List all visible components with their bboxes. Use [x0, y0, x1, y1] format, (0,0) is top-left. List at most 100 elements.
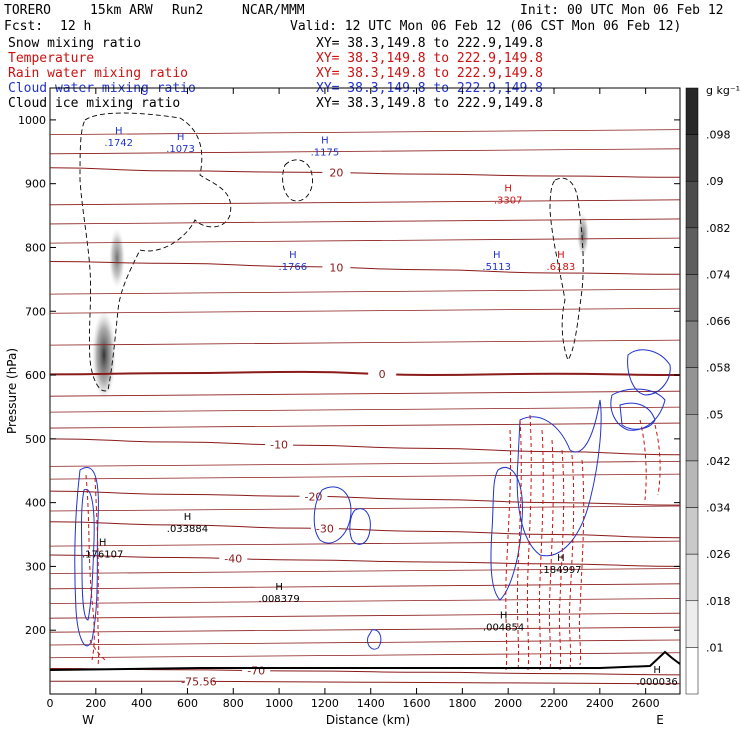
colorbar-cell — [685, 414, 699, 462]
header: TORERO 15km ARW Run2 NCAR/MMM Init: 00 U… — [4, 3, 724, 34]
y-tick-label: 700 — [25, 305, 46, 318]
y-tick-label: 800 — [25, 241, 46, 254]
x-tick-label: 1400 — [357, 697, 385, 710]
temp-contour — [49, 490, 681, 506]
x-tick-label: 200 — [85, 697, 106, 710]
max-value-label: .004854 — [483, 623, 524, 634]
temp-contour-label: -70 — [247, 665, 265, 678]
colorbar-label: .074 — [706, 268, 731, 281]
y-tick-label: 200 — [25, 624, 46, 637]
temp-contour — [49, 438, 681, 456]
temp-contour-label: -10 — [270, 439, 288, 452]
temp-contour — [49, 554, 681, 567]
x-tick-label: 2000 — [494, 697, 522, 710]
temp-contour — [49, 521, 681, 539]
snow-contour-east — [549, 177, 584, 361]
temp-contour-label: 20 — [329, 167, 343, 180]
temp-contour — [49, 667, 681, 676]
max-value-label: .184997 — [540, 565, 581, 576]
x-tick-label: 1200 — [311, 697, 339, 710]
temp-contour-minor — [49, 422, 681, 429]
run-name: Run2 — [172, 3, 203, 18]
max-marker: H — [504, 183, 512, 194]
temp-contour-minor — [49, 237, 681, 244]
temp-contour-minor — [49, 568, 681, 574]
ice-core-lower — [92, 310, 116, 400]
max-value-label: .6183 — [547, 262, 576, 273]
temp-contour-minor — [49, 473, 681, 480]
max-value-label: .176107 — [82, 549, 123, 560]
temp-contour-minor — [49, 583, 681, 590]
snow-contours — [79, 112, 584, 392]
fcst-label: Fcst: — [4, 19, 43, 34]
temp-contour-minor — [49, 652, 681, 659]
max-marker: H — [177, 132, 185, 143]
legend-name-rain: Rain water mixing ratio — [8, 66, 188, 81]
temp-contour-label: -75.56 — [181, 675, 216, 688]
x-tick-label: 1800 — [448, 697, 476, 710]
temp-label-bg — [310, 522, 339, 534]
temp-label-bg — [368, 367, 397, 379]
colorbar-cell — [685, 227, 699, 275]
max-marker: H — [289, 250, 297, 261]
legend-coord-cloud-ice: XY= 38.3,149.8 to 222.9,149.8 — [316, 96, 543, 111]
x-tick-label: 1600 — [403, 697, 431, 710]
colorbar-cell — [685, 180, 699, 229]
max-value-label: .1073 — [166, 144, 195, 155]
temp-label-bg — [299, 490, 328, 502]
temp-contour-label: -20 — [304, 491, 322, 504]
legend-coord-temperature: XY= 38.3,149.8 to 222.9,149.8 — [316, 51, 543, 66]
temp-contour-minor — [49, 626, 681, 633]
x-tick-label: 600 — [177, 697, 198, 710]
temperature-contours: -75.56 -70 -40 -30 -20 -10 0 10 20 — [49, 129, 681, 688]
x-tick-label: 2400 — [586, 697, 614, 710]
temp-contour-minor — [49, 598, 681, 604]
max-marker: H — [99, 537, 107, 548]
temp-contour — [49, 167, 681, 178]
x-tick-label: 0 — [47, 697, 54, 710]
temp-contour — [50, 680, 681, 685]
temp-contour — [49, 370, 681, 377]
colorbar-cell — [685, 553, 699, 602]
temp-contour-minor — [49, 148, 681, 155]
legend-name-cloud-ice: Cloud ice mixing ratio — [8, 96, 180, 111]
legend-name-snow: Snow mixing ratio — [8, 36, 141, 51]
temp-contour-minor — [49, 218, 681, 225]
max-marker: H — [557, 553, 565, 564]
colorbar-label: .018 — [706, 595, 731, 608]
temp-contour-minor — [49, 129, 681, 136]
colorbar-cell — [685, 320, 699, 368]
temp-label-bg — [265, 438, 294, 450]
rain-contours — [85, 414, 661, 671]
max-marker: H — [557, 250, 565, 261]
temp-contour-minor — [49, 406, 681, 413]
colorbar-label: .098 — [706, 129, 731, 142]
colorbar-label: .082 — [706, 222, 731, 235]
temp-contour-minor — [49, 288, 681, 295]
y-axis-title: Pressure (hPa) — [5, 348, 19, 434]
max-value-label: .1766 — [279, 262, 308, 273]
y-tick-label: 300 — [25, 560, 46, 573]
y-tick-label: 400 — [25, 497, 46, 510]
colorbar-label: .066 — [706, 315, 731, 328]
axes: 0 200 400 600 800 1000 1200 1400 1600 1800 2000 220… — [18, 88, 680, 710]
temp-contour-minor — [49, 540, 681, 547]
x-tick-label: 800 — [223, 697, 244, 710]
maxima-labels: H.176107H.033884H.008379H.004854H.184997… — [82, 126, 678, 688]
max-marker: H — [653, 665, 661, 676]
temp-contour — [49, 261, 681, 275]
max-value-label: .5113 — [482, 262, 511, 273]
max-value-label: .033884 — [167, 524, 208, 535]
temp-contour-minor — [49, 199, 681, 206]
temp-contour-label: 10 — [329, 261, 343, 274]
terrain-line — [49, 650, 681, 671]
colorbar-label: .034 — [706, 502, 731, 515]
max-marker: H — [115, 126, 123, 137]
model-resolution: 15km ARW — [90, 3, 153, 18]
ice-core-east — [577, 213, 589, 257]
legend-coord-rain: XY= 38.3,149.8 to 222.9,149.8 — [316, 66, 543, 81]
max-marker: H — [275, 582, 283, 593]
colorbar-label: .042 — [706, 455, 731, 468]
y-tick-label: 900 — [25, 178, 46, 191]
